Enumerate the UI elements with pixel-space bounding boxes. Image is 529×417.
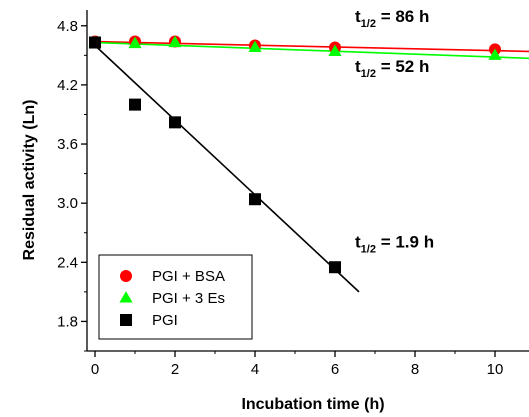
x-tick-label: 4	[251, 361, 259, 378]
y-tick-label: 3.6	[57, 136, 78, 153]
annotations: t1/2 = 86 h t1/2 = 52 h t1/2 = 1.9 h	[355, 7, 434, 256]
fit-line	[94, 44, 360, 293]
fit-line	[94, 41, 529, 60]
legend-marker	[120, 314, 132, 326]
x-tick-label: 0	[91, 361, 99, 378]
data-point	[89, 36, 101, 49]
x-tick-label: 2	[171, 361, 179, 378]
y-tick-label: 2.4	[57, 254, 78, 271]
y-tick-label: 1.8	[57, 313, 78, 330]
y-tick-label: 3.0	[57, 195, 78, 212]
legend: PGI + BSA PGI + 3 Es PGI	[98, 254, 253, 340]
x-axis-title: Incubation time (h)	[241, 396, 384, 413]
data-point	[329, 261, 341, 274]
legend-label: PGI	[152, 312, 178, 329]
data-point	[169, 116, 181, 129]
y-tick-label: 4.2	[57, 77, 78, 94]
half-life-annotation: t1/2 = 86 h	[355, 7, 429, 30]
legend-marker	[119, 291, 133, 303]
data-point	[129, 98, 141, 111]
half-life-annotation: t1/2 = 1.9 h	[355, 233, 434, 256]
fit-line	[94, 40, 529, 53]
legend-label: PGI + 3 Es	[152, 290, 225, 307]
y-tick-label: 4.8	[57, 18, 78, 35]
data-point	[168, 35, 182, 48]
legend-label: PGI + BSA	[152, 268, 225, 285]
y-axis-title: Residual activity (Ln)	[21, 100, 38, 261]
x-tick-label: 8	[411, 361, 419, 378]
half-life-annotation: t1/2 = 52 h	[355, 57, 429, 80]
legend-marker	[120, 270, 132, 282]
data-point	[328, 44, 342, 56]
x-tick-label: 10	[487, 361, 504, 378]
fit-lines	[94, 40, 529, 293]
axes: 1.8 2.4 3.0 3.6 4.2 4.8 0 2 4 6 8 10	[57, 10, 529, 378]
data-point	[128, 36, 142, 49]
data-point	[248, 40, 262, 53]
data-point	[249, 193, 261, 206]
x-tick-label: 6	[331, 361, 339, 378]
data-markers	[88, 35, 502, 274]
data-point	[488, 48, 502, 60]
